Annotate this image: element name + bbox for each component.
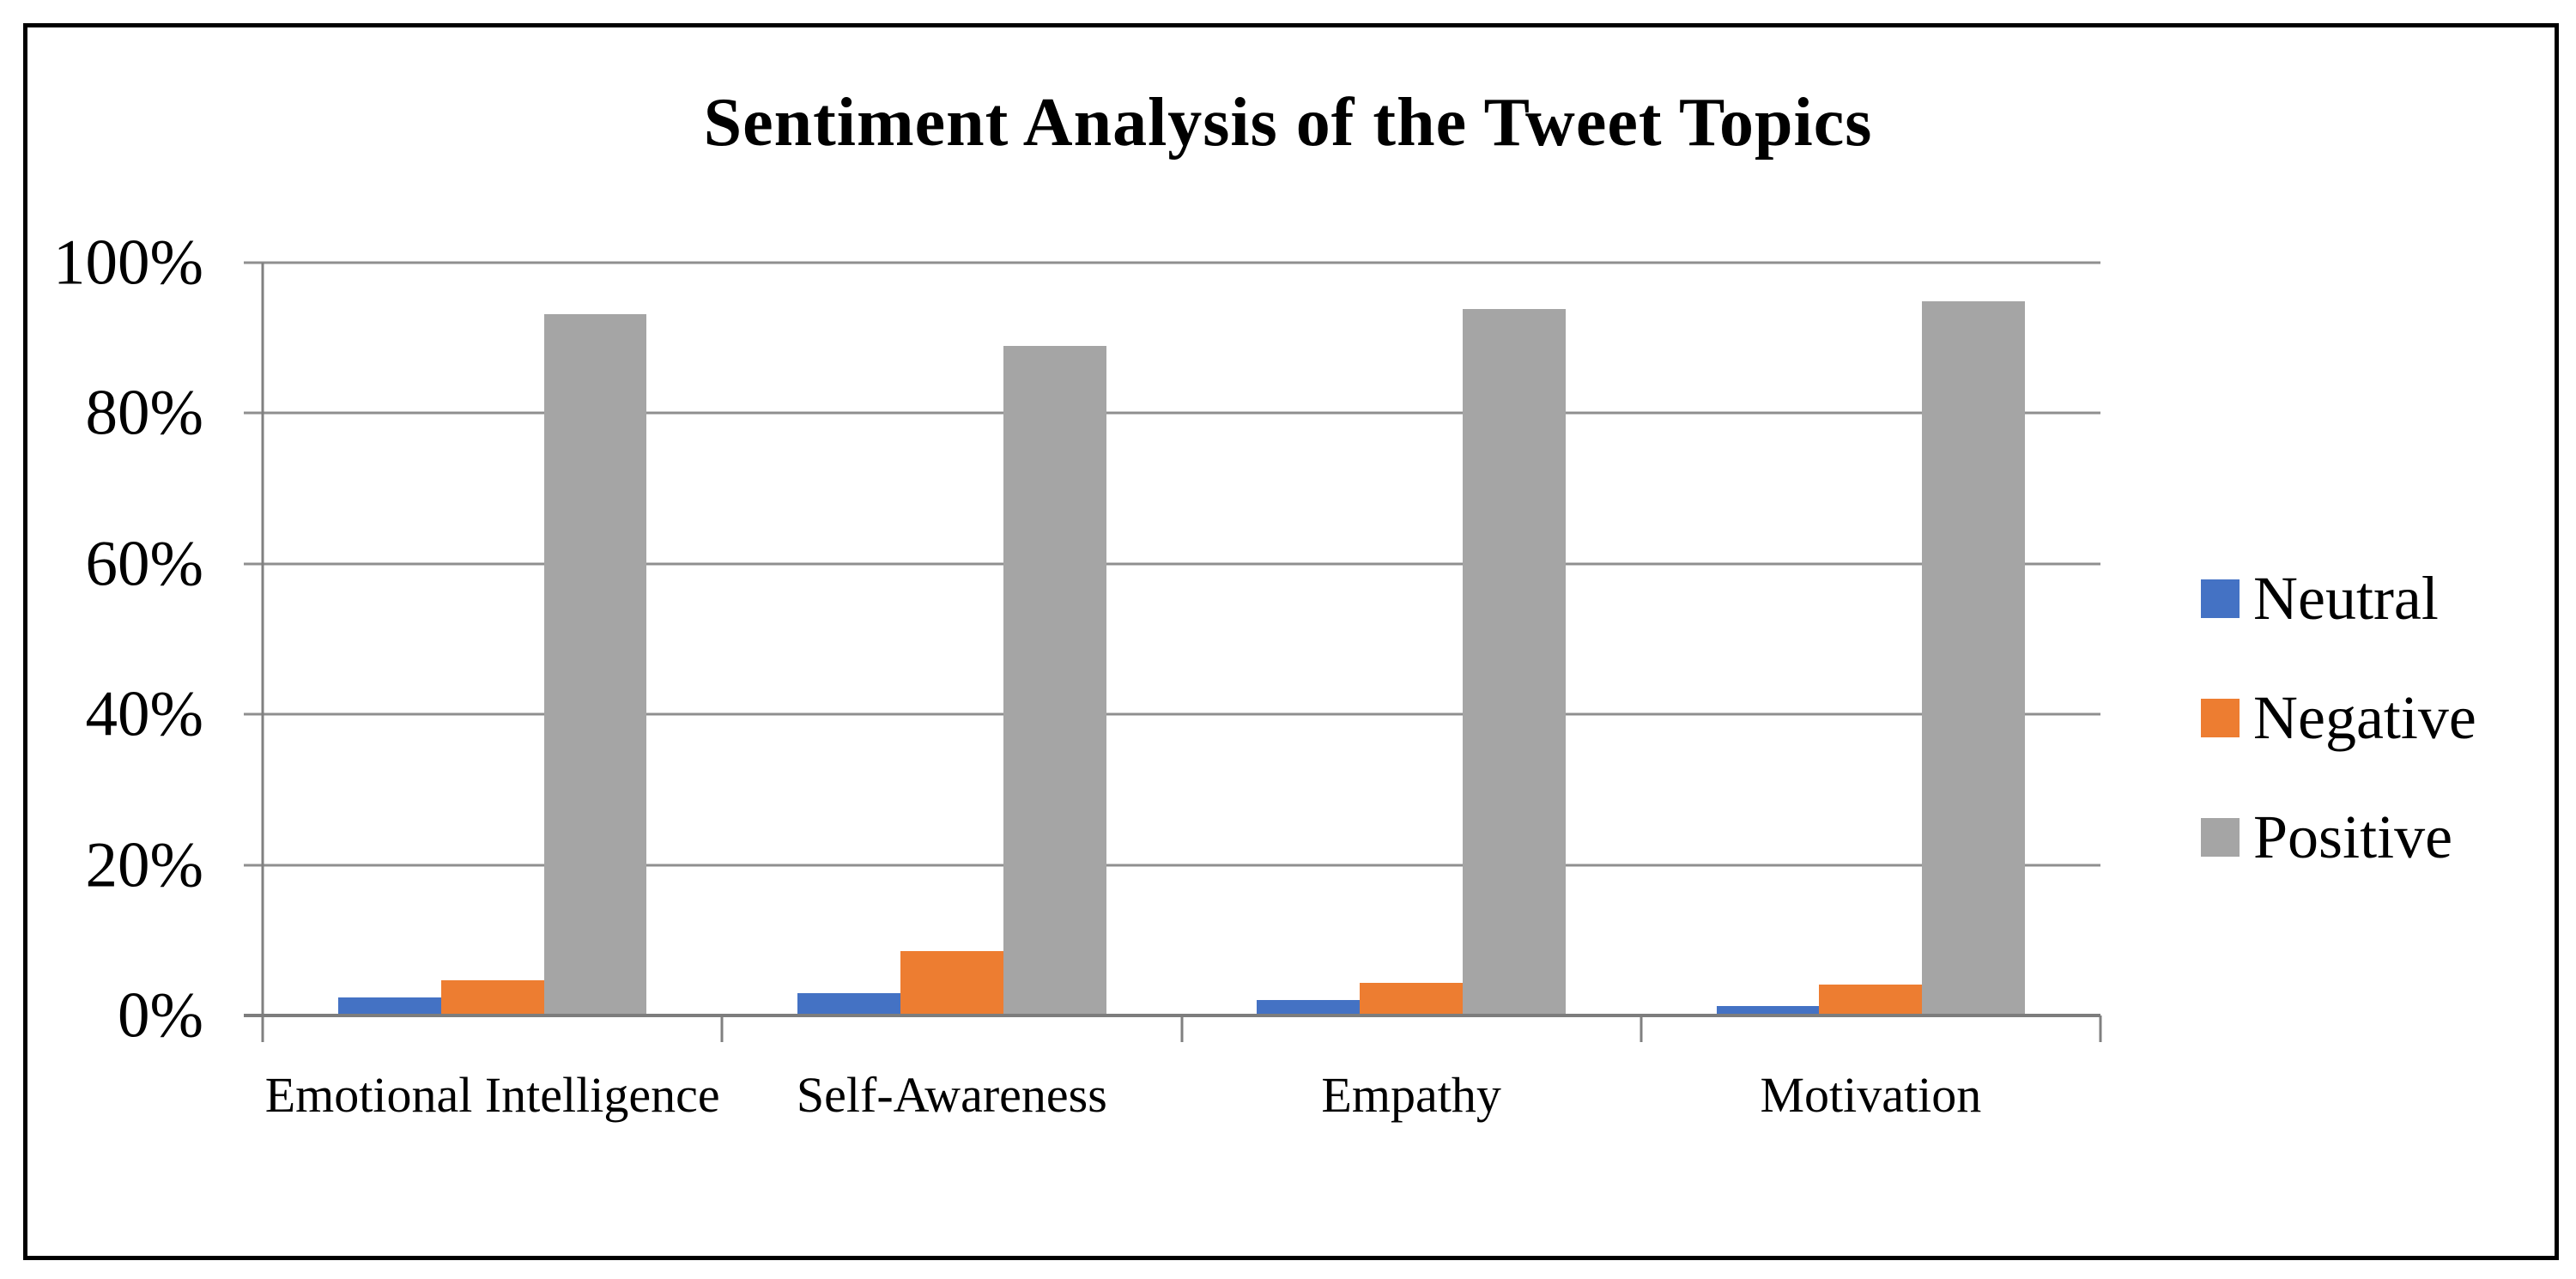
category-labels: Emotional Intelligence Self-Awareness Empa…: [263, 1057, 2100, 1134]
x-axis-tick: [1180, 1015, 1183, 1042]
x-axis-tick: [2099, 1015, 2102, 1042]
chart-border: [23, 23, 2559, 1260]
legend-item-neutral: Neutral: [2201, 567, 2476, 629]
legend-swatch-negative: [2201, 698, 2240, 737]
bar-neutral-motivation: [1716, 1005, 1820, 1015]
bar-neutral-self-awareness: [797, 992, 900, 1015]
gridline: [244, 864, 2100, 867]
y-tick-label: 80%: [85, 377, 203, 449]
bar-positive-empathy: [1463, 308, 1566, 1015]
y-axis-labels: 100% 80% 60% 40% 20% 0%: [0, 231, 203, 1048]
bar-neutral-empathy: [1257, 999, 1361, 1015]
gridline: [244, 411, 2100, 415]
legend-label-positive: Positive: [2253, 803, 2453, 871]
bar-group-motivation: [1641, 263, 2100, 1015]
y-tick-label: 40%: [85, 678, 203, 750]
bar-positive-emotional-intelligence: [543, 313, 647, 1015]
x-axis-tick: [1640, 1015, 1643, 1042]
y-tick-label: 100%: [53, 227, 203, 299]
category-label: Motivation: [1760, 1067, 1982, 1123]
category-label: Emotional Intelligence: [264, 1067, 720, 1123]
category-label: Empathy: [1321, 1067, 1501, 1123]
x-axis-tick: [720, 1015, 724, 1042]
legend-label-negative: Negative: [2253, 683, 2476, 752]
bar-slots: [263, 263, 2100, 1015]
bar-positive-motivation: [1922, 300, 2026, 1015]
y-tick-label: 20%: [85, 829, 203, 901]
category-label: Self-Awareness: [796, 1067, 1107, 1123]
legend-swatch-positive: [2201, 817, 2240, 857]
gridline: [244, 712, 2100, 716]
legend-swatch-neutral: [2201, 579, 2240, 618]
bar-group-empathy: [1182, 263, 1641, 1015]
bar-negative-empathy: [1360, 983, 1464, 1015]
legend-item-positive: Positive: [2201, 806, 2476, 868]
bar-group-self-awareness: [722, 263, 1181, 1015]
bar-negative-motivation: [1819, 985, 1923, 1015]
bar-negative-emotional-intelligence: [440, 979, 544, 1015]
x-axis-line: [244, 1014, 2100, 1017]
gridline: [244, 562, 2100, 566]
chart-title: Sentiment Analysis of the Tweet Topics: [703, 85, 1873, 161]
legend: Neutral Negative Positive: [2201, 567, 2476, 868]
bar-positive-self-awareness: [1003, 346, 1106, 1015]
x-axis-tick: [261, 1015, 264, 1042]
plot-area: [244, 261, 2102, 1042]
gridline: [244, 261, 2100, 264]
bar-negative-self-awareness: [900, 951, 1003, 1015]
bar-group-emotional-intelligence: [263, 263, 722, 1015]
y-axis-line: [261, 263, 264, 1015]
legend-label-neutral: Neutral: [2253, 564, 2439, 633]
legend-item-negative: Negative: [2201, 687, 2476, 749]
y-tick-label: 60%: [85, 528, 203, 600]
y-tick-label: 0%: [118, 979, 203, 1052]
bar-neutral-emotional-intelligence: [337, 997, 441, 1015]
